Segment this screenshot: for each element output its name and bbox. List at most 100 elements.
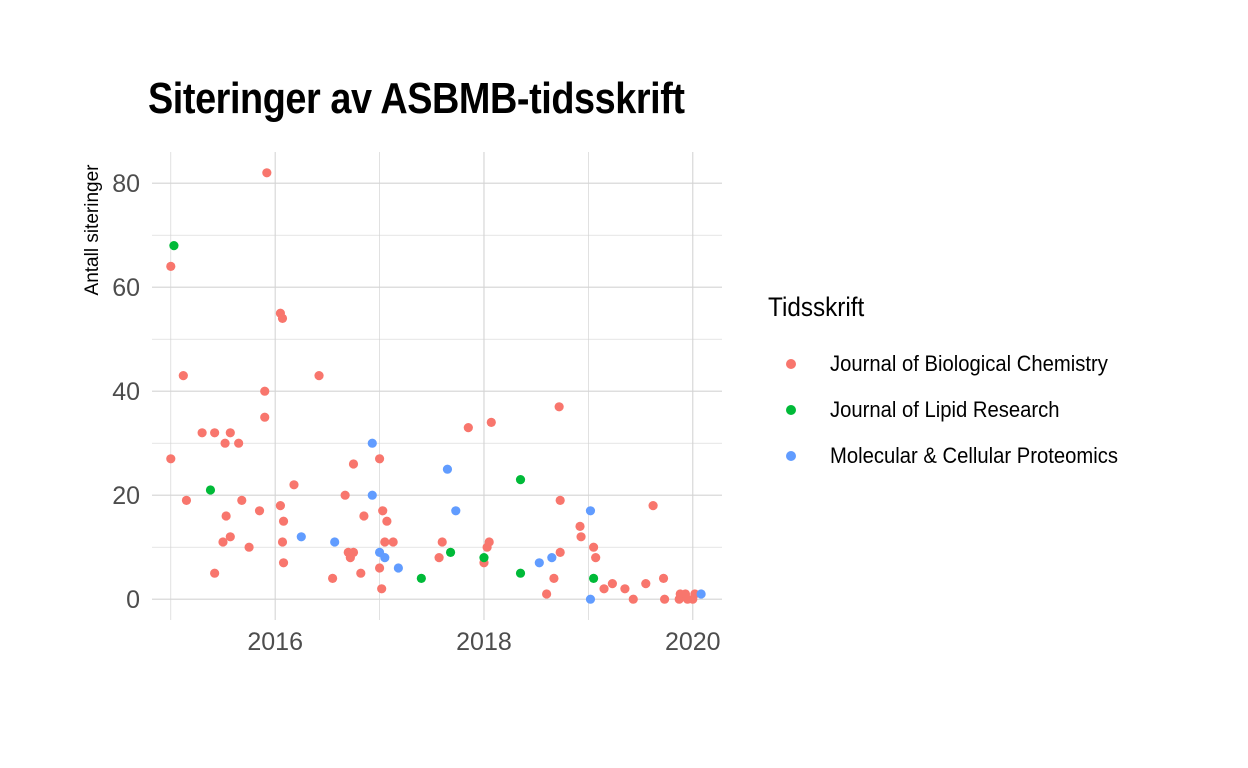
data-point-series-0 — [542, 589, 552, 599]
data-point-series-0 — [575, 521, 585, 532]
data-point-series-0 — [210, 428, 220, 438]
axis-ticks: 0 20 40 60 80 2016 2018 2020 — [112, 170, 720, 656]
data-point-series-0 — [486, 417, 496, 427]
data-point-series-2 — [330, 537, 340, 547]
data-point-series-0 — [260, 412, 270, 422]
data-point-series-0 — [181, 495, 192, 505]
data-point-series-0 — [380, 537, 390, 547]
legend-title: Tidsskrift — [768, 292, 865, 322]
legend-item-jbc: Journal of Biological Chemistry — [768, 341, 1143, 387]
data-point-series-0 — [275, 501, 286, 511]
data-point-series-0 — [356, 568, 366, 578]
data-point-series-0 — [166, 454, 176, 464]
data-point-series-0 — [549, 573, 559, 584]
legend: Tidsskrift Journal of Biological Chemist… — [768, 292, 1143, 479]
data-point-series-0 — [554, 402, 564, 412]
data-point-series-0 — [378, 506, 388, 516]
data-point-series-0 — [388, 537, 398, 547]
legend-label-jbc: Journal of Biological Chemistry — [830, 351, 1108, 376]
data-point-series-0 — [648, 501, 658, 511]
data-point-series-2 — [585, 506, 596, 516]
data-point-series-2 — [696, 589, 706, 599]
data-point-series-0 — [374, 563, 385, 573]
data-point-series-0 — [221, 511, 231, 521]
y-axis-title: Antall siteringer — [82, 164, 103, 296]
data-point-series-0 — [588, 542, 599, 552]
data-point-series-0 — [599, 584, 609, 594]
data-point-series-1 — [515, 568, 526, 578]
data-point-series-0 — [607, 579, 617, 589]
data-point-series-0 — [237, 495, 247, 505]
data-point-series-2 — [442, 464, 453, 474]
y-tick-label: 0 — [126, 586, 140, 614]
data-point-series-0 — [218, 537, 228, 547]
data-point-series-2 — [367, 490, 377, 500]
data-point-series-0 — [374, 454, 385, 464]
data-point-series-0 — [359, 511, 369, 521]
data-point-series-0 — [555, 547, 565, 558]
data-point-series-0 — [434, 553, 444, 563]
data-point-series-0 — [254, 506, 265, 516]
y-tick-label: 60 — [112, 274, 140, 302]
data-point-series-1 — [205, 485, 216, 495]
data-point-series-0 — [437, 537, 447, 547]
data-point-series-0 — [262, 168, 272, 178]
data-point-series-0 — [628, 594, 638, 604]
data-point-series-0 — [377, 584, 387, 594]
data-point-series-0 — [348, 547, 359, 558]
y-tick-label: 20 — [112, 482, 140, 510]
legend-item-jlr: Journal of Lipid Research — [768, 387, 1143, 433]
data-point-series-1 — [515, 475, 526, 485]
data-point-series-0 — [260, 386, 270, 396]
data-point-series-1 — [445, 547, 456, 558]
data-point-series-2 — [380, 553, 390, 563]
data-point-series-0 — [277, 313, 288, 323]
data-point-series-0 — [314, 371, 324, 381]
data-point-series-0 — [658, 573, 669, 584]
data-point-series-0 — [278, 558, 289, 568]
legend-label-jlr: Journal of Lipid Research — [830, 397, 1060, 422]
data-point-series-0 — [484, 537, 494, 547]
data-point-series-1 — [588, 573, 599, 584]
legend-label-mcp: Molecular & Cellular Proteomics — [830, 443, 1118, 468]
legend-item-mcp: Molecular & Cellular Proteomics — [768, 433, 1143, 479]
data-point-series-1 — [416, 573, 426, 584]
x-tick-label: 2020 — [665, 628, 721, 656]
data-point-series-2 — [367, 438, 377, 448]
x-tick-label: 2018 — [456, 628, 512, 656]
data-point-series-0 — [278, 516, 289, 526]
data-point-series-0 — [234, 438, 244, 448]
data-point-series-0 — [591, 553, 601, 563]
data-point-series-2 — [393, 563, 403, 573]
grid-lines — [152, 152, 722, 620]
data-point-series-2 — [451, 506, 461, 516]
data-point-series-0 — [620, 584, 630, 594]
chart-title: Siteringer av ASBMB-tidsskrift — [148, 74, 685, 123]
data-point-series-0 — [225, 532, 235, 542]
data-point-series-0 — [244, 542, 254, 552]
data-point-series-0 — [641, 579, 651, 589]
data-point-series-0 — [289, 480, 299, 490]
data-point-series-0 — [197, 428, 207, 438]
data-point-series-0 — [225, 428, 235, 438]
legend-key-mcp — [786, 451, 796, 461]
y-tick-label: 80 — [112, 170, 140, 198]
data-point-series-0 — [328, 573, 338, 584]
data-point-series-2 — [585, 594, 596, 604]
data-point-series-0 — [463, 423, 473, 433]
data-point-series-2 — [547, 553, 557, 563]
data-point-series-2 — [296, 532, 306, 542]
data-point-series-2 — [534, 558, 544, 568]
data-points — [166, 168, 706, 604]
x-tick-label: 2016 — [247, 628, 303, 656]
data-point-series-0 — [178, 371, 188, 381]
data-point-series-0 — [210, 568, 220, 578]
y-tick-label: 40 — [112, 378, 140, 406]
data-point-series-0 — [382, 516, 392, 526]
data-point-series-0 — [277, 537, 288, 547]
data-point-series-0 — [348, 459, 359, 469]
data-point-series-0 — [340, 490, 350, 500]
legend-key-jbc — [786, 359, 796, 369]
data-point-series-1 — [169, 241, 179, 251]
